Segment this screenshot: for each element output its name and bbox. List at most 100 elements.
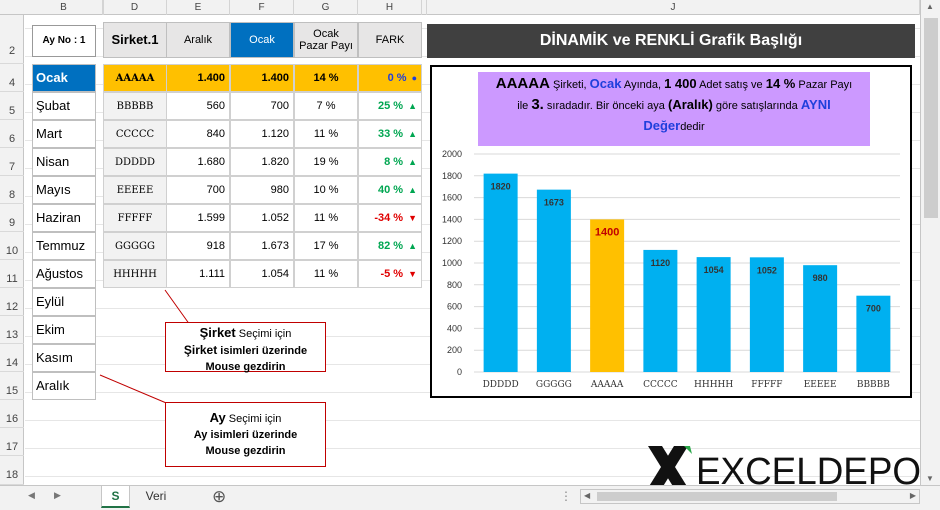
row-header[interactable]: 16 bbox=[0, 400, 24, 428]
bar-chart: 0 200 400 600 800 1000 1200 1400 1600 1800 2000 182… bbox=[442, 149, 900, 390]
row-header[interactable]: 18 bbox=[0, 456, 24, 485]
prev-cell: 1.599 bbox=[166, 204, 230, 232]
trend-up-icon: ▲ bbox=[408, 157, 417, 167]
info-month: Ocak bbox=[589, 76, 622, 91]
bar-ddddd[interactable] bbox=[483, 173, 518, 372]
hscroll-thumb[interactable] bbox=[597, 492, 837, 501]
header-market-share-line2: Pazar Payı bbox=[299, 40, 353, 52]
col-header-d[interactable]: D bbox=[103, 0, 167, 15]
tab-split-handle-icon[interactable]: ⋮ bbox=[560, 489, 572, 503]
sheet-tab-veri[interactable]: Veri bbox=[145, 489, 167, 503]
company-cell[interactable]: BBBBB bbox=[103, 92, 167, 120]
info-sales: 1 400 bbox=[664, 76, 697, 91]
company-callout-pointer bbox=[164, 289, 191, 327]
row-header[interactable]: 2 bbox=[0, 15, 24, 64]
x-tick-label: DDDDD bbox=[483, 380, 519, 390]
company-cell[interactable]: FFFFF bbox=[103, 204, 167, 232]
col-header-g[interactable]: G bbox=[294, 0, 358, 15]
month-item[interactable]: Kasım bbox=[32, 344, 96, 372]
callout-company-text1: Seçimi için bbox=[235, 328, 292, 340]
callout-month-text3: Mouse gezdirin bbox=[205, 445, 286, 457]
share-cell: 14 % bbox=[294, 64, 358, 92]
col-header-b[interactable]: B bbox=[25, 0, 103, 15]
col-header-j[interactable]: J bbox=[427, 0, 920, 15]
curr-cell: 1.820 bbox=[230, 148, 294, 176]
bar-bbbbb[interactable] bbox=[856, 295, 891, 372]
x-tick-label: GGGGG bbox=[536, 380, 572, 390]
month-item[interactable]: Şubat bbox=[32, 92, 96, 120]
info-status: AYNI bbox=[800, 97, 831, 112]
row-header[interactable]: 7 bbox=[0, 148, 24, 176]
y-tick-label: 200 bbox=[447, 345, 462, 355]
difference-cell: -5 % ▼ bbox=[358, 260, 422, 288]
column-header-bar: B D E F G H J bbox=[0, 0, 940, 15]
month-item[interactable]: Haziran bbox=[32, 204, 96, 232]
scroll-up-icon[interactable]: ▲ bbox=[926, 2, 934, 11]
month-item[interactable]: Ekim bbox=[32, 316, 96, 344]
callout-company-text2: isimleri üzerinde bbox=[217, 345, 308, 357]
col-header-i[interactable] bbox=[422, 0, 427, 15]
bar-ggggg[interactable] bbox=[536, 189, 571, 372]
col-header-h[interactable]: H bbox=[358, 0, 422, 15]
col-header-c[interactable] bbox=[103, 0, 104, 15]
month-item[interactable]: Nisan bbox=[32, 148, 96, 176]
month-item[interactable]: Ocak bbox=[32, 64, 96, 92]
trend-up-icon: ▲ bbox=[408, 101, 417, 111]
row-header[interactable]: 10 bbox=[0, 232, 24, 260]
tab-scroll-right-icon[interactable]: ▶ bbox=[54, 490, 61, 500]
row-header[interactable]: 5 bbox=[0, 92, 24, 120]
col-header-e[interactable]: E bbox=[167, 0, 230, 15]
col-header-f[interactable]: F bbox=[230, 0, 294, 15]
hscroll-right-icon[interactable]: ▶ bbox=[909, 491, 916, 500]
row-header[interactable]: 17 bbox=[0, 428, 24, 456]
month-item[interactable]: Eylül bbox=[32, 288, 96, 316]
curr-cell: 700 bbox=[230, 92, 294, 120]
month-item[interactable]: Ağustos bbox=[32, 260, 96, 288]
prev-cell: 1.400 bbox=[166, 64, 230, 92]
company-cell[interactable]: GGGGG bbox=[103, 232, 167, 260]
company-cell[interactable]: DDDDD bbox=[103, 148, 167, 176]
curr-cell: 1.673 bbox=[230, 232, 294, 260]
bar-aaaaa[interactable] bbox=[590, 219, 625, 372]
row-header[interactable]: 13 bbox=[0, 316, 24, 344]
trend-up-icon: ▲ bbox=[408, 129, 417, 139]
month-item[interactable]: Temmuz bbox=[32, 232, 96, 260]
bar-ccccc[interactable] bbox=[643, 249, 678, 372]
prev-cell: 560 bbox=[166, 92, 230, 120]
row-header[interactable]: 12 bbox=[0, 288, 24, 316]
hscroll-left-icon[interactable]: ◀ bbox=[584, 491, 591, 500]
month-item[interactable]: Mart bbox=[32, 120, 96, 148]
row-header[interactable]: 8 bbox=[0, 176, 24, 204]
row-header[interactable]: 15 bbox=[0, 372, 24, 400]
tab-scroll-left-icon[interactable]: ◀ bbox=[28, 490, 35, 500]
row-header[interactable]: 4 bbox=[0, 64, 24, 92]
sheet-tab-s[interactable]: S bbox=[101, 486, 130, 508]
bar-hhhhh[interactable] bbox=[696, 257, 731, 372]
add-sheet-icon[interactable]: ⊕ bbox=[212, 487, 227, 506]
scroll-thumb[interactable] bbox=[924, 18, 938, 218]
data-label: 980 bbox=[813, 273, 828, 283]
scroll-down-icon[interactable]: ▼ bbox=[926, 474, 934, 483]
company-cell[interactable]: EEEEE bbox=[103, 176, 167, 204]
row-header[interactable]: 9 bbox=[0, 204, 24, 232]
trend-up-icon: ▲ bbox=[408, 241, 417, 251]
row-header[interactable]: 14 bbox=[0, 344, 24, 372]
vertical-scrollbar[interactable]: ▲ ▼ bbox=[920, 0, 940, 485]
difference-value: 0 % bbox=[387, 72, 407, 84]
company-cell[interactable]: AAAAA bbox=[103, 64, 167, 92]
horizontal-scrollbar[interactable]: ◀ ▶ bbox=[580, 489, 920, 504]
callout-company-bold: Şirket bbox=[199, 325, 236, 340]
row-header[interactable]: 6 bbox=[0, 120, 24, 148]
bar-eeeee[interactable] bbox=[803, 265, 838, 372]
row-header[interactable]: 11 bbox=[0, 260, 24, 288]
bar-fffff[interactable] bbox=[749, 257, 784, 372]
info-prev-month: (Aralık) bbox=[667, 97, 713, 112]
difference-cell: 25 % ▲ bbox=[358, 92, 422, 120]
info-text2: Ayında, bbox=[621, 79, 665, 91]
y-tick-label: 1400 bbox=[442, 214, 462, 224]
month-item[interactable]: Aralık bbox=[32, 372, 96, 400]
month-item[interactable]: Mayıs bbox=[32, 176, 96, 204]
info-text8: dedir bbox=[680, 121, 705, 133]
curr-cell: 1.400 bbox=[230, 64, 294, 92]
info-text4: Pazar Payı bbox=[795, 79, 853, 91]
